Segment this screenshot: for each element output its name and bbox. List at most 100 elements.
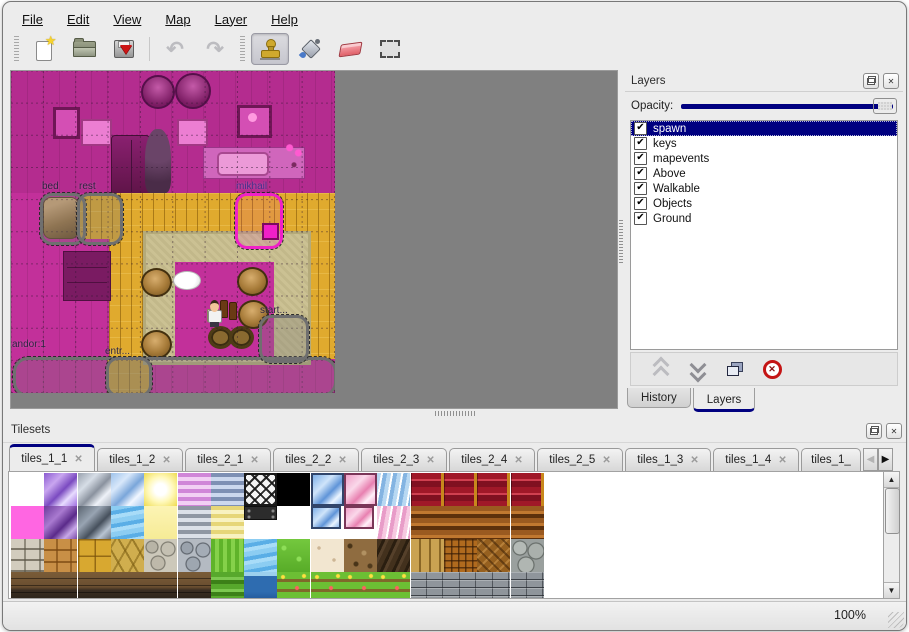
tile-wood-beams[interactable]	[410, 506, 444, 539]
close-panel-button[interactable]: ✕	[883, 73, 899, 89]
scroll-down-button[interactable]: ▼	[884, 582, 899, 598]
tile-curtain-red[interactable]	[477, 473, 511, 506]
duplicate-layer-button[interactable]	[723, 357, 747, 381]
map-view[interactable]: bed rest mikhail start... andor:1 entr..…	[10, 70, 618, 409]
layer-row-Above[interactable]: ✔ Above	[631, 166, 897, 181]
tile-wood-beams[interactable]	[477, 506, 511, 539]
map-object-mikhail-selected[interactable]	[234, 192, 284, 250]
tile-stone-orange[interactable]	[44, 539, 78, 572]
menu-map[interactable]: Map	[165, 11, 191, 27]
tile-glass-blue[interactable]	[110, 473, 144, 506]
tileset-tab-tiles_2_2[interactable]: tiles_2_2 ✕	[273, 448, 359, 471]
tile-cobblestone[interactable]	[177, 539, 211, 572]
eraser-button[interactable]	[331, 33, 369, 65]
toolbar-grip-2[interactable]	[240, 36, 245, 62]
layer-row-mapevents[interactable]: ✔ mapevents	[631, 151, 897, 166]
layer-row-keys[interactable]: ✔ keys	[631, 136, 897, 151]
tile-grass-flowers[interactable]	[344, 572, 377, 598]
tile-stripe-yellow[interactable]	[210, 506, 244, 539]
tileset-tab-tiles_1_3[interactable]: tiles_1_3 ✕	[625, 448, 711, 471]
horizontal-splitter[interactable]	[3, 407, 906, 420]
float-tilesets-button[interactable]	[866, 423, 882, 439]
tile-glass-purple[interactable]	[44, 473, 78, 506]
close-tab-icon[interactable]: ✕	[162, 454, 171, 466]
menu-view[interactable]: View	[113, 11, 142, 27]
tile-brick-gray[interactable]	[477, 572, 511, 598]
tile-grass-flowers[interactable]	[277, 572, 311, 598]
menu-file[interactable]: File	[22, 11, 43, 27]
tile-wood-beams[interactable]	[510, 506, 544, 539]
tile-glass-pink[interactable]	[344, 473, 377, 506]
tile-shingles-dark[interactable]	[377, 539, 411, 572]
tileset-tab-tiles_2_3[interactable]: tiles_2_3 ✕	[361, 448, 447, 471]
map-object-entr[interactable]	[105, 356, 153, 393]
map-object-rest[interactable]	[76, 192, 124, 246]
tile-curtain-red[interactable]	[410, 473, 444, 506]
tileset-tab-tiles_2_4[interactable]: tiles_2_4 ✕	[449, 448, 535, 471]
scrollbar-thumb[interactable]	[885, 488, 900, 534]
opacity-slider[interactable]	[681, 98, 897, 114]
tile-pebbles[interactable]	[144, 539, 178, 572]
map-canvas[interactable]: bed rest mikhail start... andor:1 entr..…	[11, 71, 335, 393]
tileset-tab-tiles_2_5[interactable]: tiles_2_5 ✕	[537, 448, 623, 471]
tile-brick-gray[interactable]	[510, 572, 544, 598]
tile-herringbone[interactable]	[477, 539, 511, 572]
tile-metal-plate[interactable]	[244, 506, 278, 520]
layer-row-spawn[interactable]: ✔ spawn	[631, 121, 897, 136]
map-object-start[interactable]	[258, 314, 310, 364]
tile-glass-blue2[interactable]	[310, 473, 344, 506]
close-tab-icon[interactable]: ✕	[338, 454, 347, 466]
tile-planks[interactable]	[410, 539, 444, 572]
tileset-tab-tiles_2_1[interactable]: tiles_2_1 ✕	[185, 448, 271, 471]
tile-glass-gray[interactable]	[77, 473, 111, 506]
tile-grass[interactable]	[277, 539, 311, 572]
tile-stone-blocks[interactable]	[11, 539, 44, 572]
tile-grass-rows[interactable]	[210, 539, 244, 572]
tile-tile-gold[interactable]	[77, 539, 111, 572]
bucket-fill-button[interactable]	[291, 33, 329, 65]
dock-tab-history[interactable]: History	[627, 388, 691, 408]
layer-visibility-checkbox[interactable]: ✔	[634, 182, 647, 195]
tile-stripe-gray[interactable]	[177, 506, 211, 539]
tile-grass-flowers[interactable]	[377, 572, 411, 598]
tile-curtain-red[interactable]	[510, 473, 544, 506]
tile-stripe-slate[interactable]	[210, 473, 244, 506]
selection-handle[interactable]	[262, 223, 279, 240]
close-tab-icon[interactable]: ✕	[74, 453, 83, 465]
tile-stripe-pink[interactable]	[177, 473, 211, 506]
tileset-tile-grid[interactable]	[8, 471, 886, 599]
splitter-handle[interactable]	[435, 411, 477, 416]
undo-button[interactable]: ↶	[156, 33, 194, 65]
tile-stone-pile[interactable]	[510, 539, 544, 572]
tileset-tab-tiles_1_1[interactable]: tiles_1_1 ✕	[9, 444, 95, 471]
tile-sand[interactable]	[310, 539, 344, 572]
tile-wall-dark-brick[interactable]	[110, 572, 144, 598]
tile-stone-yellow[interactable]	[110, 539, 144, 572]
toolbar-grip[interactable]	[14, 36, 19, 62]
close-tab-icon[interactable]: ✕	[250, 454, 259, 466]
scroll-tabs-left-button[interactable]: ◀	[863, 448, 878, 471]
tile-pale-yellow[interactable]	[144, 506, 178, 539]
tile-dirt[interactable]	[344, 539, 377, 572]
tile-brick-gray[interactable]	[443, 572, 477, 598]
close-tab-icon[interactable]: ✕	[426, 454, 435, 466]
scroll-up-button[interactable]: ▲	[884, 472, 899, 488]
tile-lattice[interactable]	[244, 473, 278, 506]
close-tilesets-button[interactable]: ✕	[886, 423, 902, 439]
tile-water-deep[interactable]	[244, 572, 278, 598]
open-map-button[interactable]	[65, 33, 103, 65]
tile-drape-pink[interactable]	[377, 506, 411, 539]
tile-glow-yellow[interactable]	[144, 473, 178, 506]
layer-row-Ground[interactable]: ✔ Ground	[631, 211, 897, 226]
tile-wall-dark-brick[interactable]	[11, 572, 44, 598]
tile-hedge[interactable]	[210, 572, 244, 598]
tile-brick-gray[interactable]	[410, 572, 444, 598]
opacity-slider-thumb[interactable]	[873, 98, 897, 114]
tile-magenta[interactable]	[11, 506, 44, 539]
tile-curtain-red[interactable]	[443, 473, 477, 506]
stamp-brush-button[interactable]	[251, 33, 289, 65]
tile-drape-blue[interactable]	[377, 473, 411, 506]
resize-grip[interactable]	[888, 612, 904, 628]
tile-wall-dark-brick[interactable]	[144, 572, 178, 598]
tile-wall-dark-brick[interactable]	[177, 572, 211, 598]
